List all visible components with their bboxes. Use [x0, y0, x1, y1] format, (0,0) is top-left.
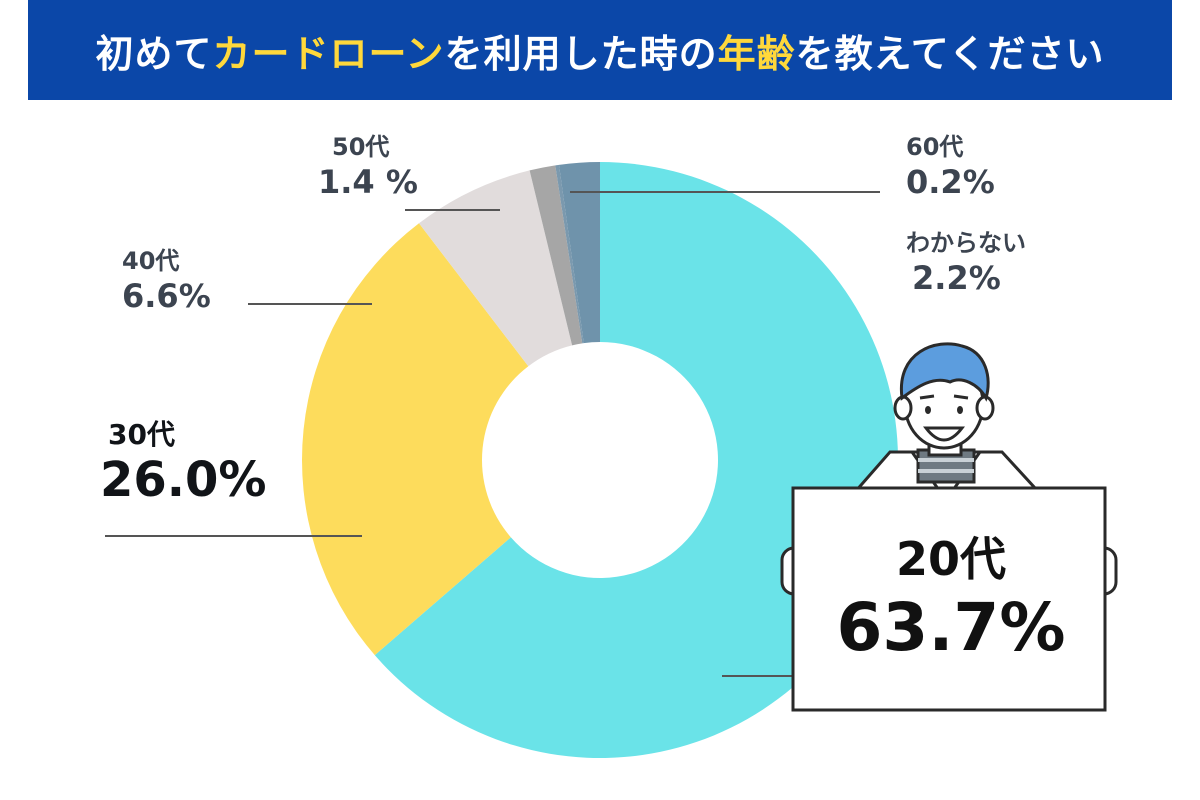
- label-60s: 60代 0.2%: [906, 132, 995, 202]
- sign-board: [791, 486, 1107, 712]
- sign-label-20s: 20代 63.7%: [795, 490, 1107, 708]
- label-unknown-value: 2.2%: [912, 259, 1001, 297]
- donut-slice-1: [302, 223, 529, 656]
- label-50s-value: 1.4 %: [318, 163, 418, 201]
- label-60s-category: 60代: [906, 133, 964, 161]
- donut-slice-4: [555, 164, 584, 344]
- title-part: を利用した時の: [444, 31, 718, 76]
- title-part: を教えてください: [795, 31, 1105, 76]
- donut-slice-3: [529, 165, 583, 346]
- label-20s-value: 63.7%: [836, 589, 1066, 666]
- person-illustration: [780, 342, 1118, 712]
- title-part-highlight: カードローン: [212, 31, 445, 76]
- label-unknown: わからない 2.2%: [906, 228, 1026, 298]
- title-part-highlight: 年齢: [717, 31, 796, 76]
- label-50s-category: 50代: [332, 133, 390, 161]
- donut-slice-0: [374, 162, 898, 758]
- title-part: 初めて: [95, 31, 213, 76]
- label-60s-value: 0.2%: [906, 163, 995, 201]
- label-20s-category: 20代: [895, 532, 1006, 586]
- label-30s-value: 26.0%: [100, 452, 267, 508]
- label-30s: 30代 26.0%: [100, 418, 267, 508]
- donut-slice-5: [558, 162, 600, 344]
- label-50s: 50代 1.4 %: [318, 132, 418, 202]
- chart-title: 初めてカードローンを利用した時の年齢を教えてください: [95, 23, 1104, 78]
- label-40s: 40代 6.6%: [122, 246, 211, 316]
- label-40s-category: 40代: [122, 247, 180, 275]
- title-banner: 初めてカードローンを利用した時の年齢を教えてください: [28, 0, 1172, 100]
- label-30s-category: 30代: [108, 418, 175, 451]
- donut-slice-2: [418, 170, 573, 367]
- label-40s-value: 6.6%: [122, 277, 211, 315]
- label-unknown-category: わからない: [906, 229, 1026, 257]
